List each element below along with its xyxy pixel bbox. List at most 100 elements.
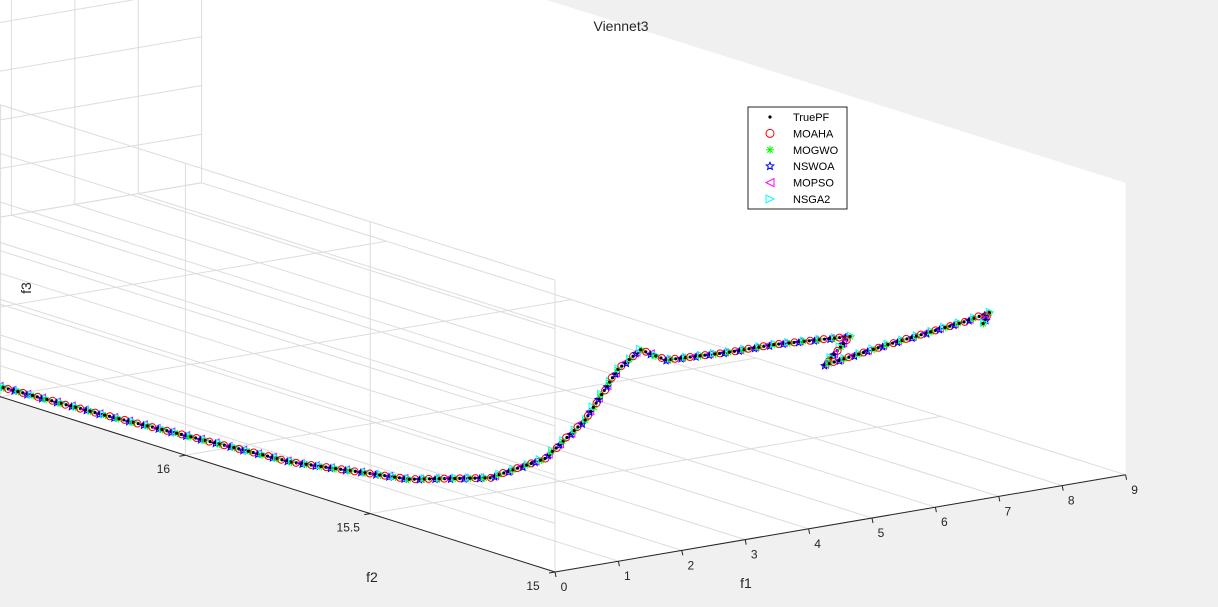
marker-nswoa [430, 474, 440, 484]
marker-nswoa [704, 350, 714, 360]
marker-truepf [767, 343, 771, 348]
marker-truepf [520, 464, 524, 469]
marker-truepf [832, 352, 836, 356]
x-tick-mark [744, 539, 747, 545]
marker-truepf [432, 477, 437, 481]
marker-truepf [358, 470, 362, 474]
grid-line-z-left [0, 201, 556, 378]
marker-truepf [576, 425, 580, 429]
marker-nswoa [611, 369, 621, 379]
marker-truepf [155, 426, 159, 430]
marker-truepf [876, 346, 880, 350]
marker-nswoa [414, 475, 424, 484]
marker-moaha [486, 473, 495, 482]
marker-truepf [285, 459, 289, 463]
marker-truepf [772, 342, 776, 347]
marker-truepf [605, 384, 609, 388]
marker-truepf [88, 409, 92, 413]
marker-moaha [960, 317, 969, 326]
x-tick-mark [934, 507, 937, 513]
marker-truepf [857, 352, 861, 356]
marker-truepf [554, 446, 558, 450]
marker-truepf [334, 466, 338, 471]
marker-moaha [527, 459, 536, 468]
grid-line-y-floor [0, 240, 387, 308]
marker-truepf [708, 352, 712, 357]
marker-nswoa [980, 310, 990, 320]
legend-marker-mogwo [766, 145, 774, 154]
marker-truepf [967, 318, 971, 322]
marker-truepf [448, 476, 452, 481]
x-tick-mark [617, 561, 620, 567]
marker-truepf [822, 337, 827, 341]
marker-truepf [565, 435, 569, 440]
marker-moaha [874, 343, 883, 352]
y-tick-mark [0, 396, 1, 398]
marker-truepf [246, 449, 251, 453]
marker-truepf [752, 346, 756, 350]
marker-truepf [393, 475, 397, 479]
grid-line-z-back [0, 36, 202, 72]
x-tick-mark [681, 550, 684, 556]
marker-truepf [213, 441, 217, 445]
marker-nswoa [907, 333, 917, 343]
x-tick-label: 2 [687, 558, 694, 572]
side-pane [201, 0, 1126, 475]
y-tick-mark [179, 454, 186, 457]
marker-nswoa [585, 407, 595, 417]
marker-nswoa [850, 351, 860, 361]
marker-truepf [644, 350, 648, 354]
marker-truepf [807, 339, 811, 343]
marker-truepf [16, 389, 20, 394]
marker-nswoa [834, 356, 845, 366]
legend-marker-mopso [764, 177, 775, 188]
x-axis-line [554, 474, 1126, 573]
marker-nswoa [459, 474, 469, 483]
marker-truepf [407, 477, 411, 481]
marker-truepf [64, 403, 68, 407]
marker-truepf [924, 331, 928, 335]
marker-nswoa [518, 462, 528, 472]
marker-truepf [412, 477, 416, 481]
legend-box [747, 106, 848, 210]
marker-truepf [378, 473, 382, 477]
marker-truepf [189, 435, 193, 439]
grid-line-z-left [0, 152, 556, 330]
marker-truepf [659, 356, 663, 360]
marker-truepf [117, 417, 121, 421]
grid-line-z-left [0, 298, 556, 476]
marker-truepf [591, 405, 595, 409]
legend-marker-truepf [768, 115, 772, 119]
x-tick-label: 4 [814, 537, 821, 551]
grid-line-x-floor [0, 334, 682, 551]
marker-truepf [713, 352, 717, 356]
marker-truepf [427, 477, 432, 481]
marker-truepf [981, 321, 985, 326]
grid-line-z-back [0, 133, 202, 170]
marker-truepf [280, 458, 284, 462]
marker-nswoa [645, 349, 655, 359]
marker-truepf [957, 321, 961, 325]
marker-truepf [639, 348, 643, 352]
marker-truepf [339, 467, 343, 471]
x-tick-label: 8 [1068, 494, 1075, 508]
marker-nswoa [577, 419, 587, 429]
x-tick-label: 9 [1131, 483, 1138, 497]
marker-truepf [886, 343, 890, 347]
marker-truepf [468, 476, 472, 480]
marker-truepf [674, 357, 678, 361]
chart-title: Viennet3 [593, 18, 648, 34]
data-points [0, 307, 995, 484]
marker-nswoa [94, 409, 104, 419]
x-tick-mark [808, 528, 811, 534]
y-tick-label: 15 [526, 579, 540, 593]
legend: TruePF MOAHA MOGWO NSWOA MOPSO NSGA2 [747, 106, 848, 210]
marker-truepf [515, 466, 520, 470]
legend-marker-nsga2 [765, 194, 776, 204]
x-tick-label: 7 [1004, 504, 1011, 518]
marker-truepf [905, 337, 909, 341]
marker-truepf [453, 476, 457, 481]
marker-nswoa [504, 467, 514, 477]
marker-truepf [787, 341, 791, 345]
y-tick-label: 15.5 [337, 521, 361, 535]
